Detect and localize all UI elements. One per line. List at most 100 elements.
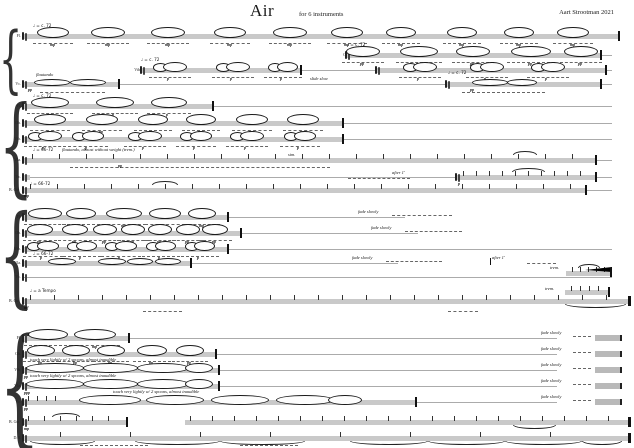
dynamic-mark: p — [167, 76, 169, 81]
rhythm-tick — [588, 267, 589, 272]
clef-mark — [22, 382, 24, 390]
staff-line — [600, 84, 612, 85]
composer-credit: Aart Strootman 2021 — [559, 9, 614, 16]
staff-label: D.B. — [13, 435, 21, 440]
note-oval — [93, 224, 117, 235]
dynamic-dash — [142, 256, 180, 257]
dynamic-mark: p — [158, 255, 160, 260]
dynamic-dash — [24, 146, 66, 147]
note-oval — [277, 62, 298, 72]
staff-label: Fl. — [16, 335, 21, 340]
rhythm-tick — [30, 295, 31, 300]
clef-mark — [22, 135, 24, 143]
dashed-extender — [392, 215, 452, 216]
tempo-marking: ♩ = a Tempo — [30, 288, 56, 293]
staff-band — [22, 34, 618, 39]
staff-label: Vib. — [14, 136, 21, 141]
performance-annotation: trem. — [550, 265, 560, 270]
note-oval — [82, 379, 138, 389]
note-oval — [186, 114, 216, 125]
staff-line — [118, 84, 445, 85]
dynamic-dash — [82, 130, 122, 131]
note-oval — [27, 224, 53, 235]
note-oval — [34, 114, 66, 125]
slur-arc — [513, 425, 556, 429]
note-oval — [413, 62, 437, 72]
rhythm-tick — [554, 171, 555, 176]
tempo-marking: ♩ = c. 72 — [141, 57, 160, 62]
staff-line — [600, 55, 612, 56]
rhythm-tick — [60, 416, 61, 421]
rhythm-tick — [76, 416, 77, 421]
staff-band — [22, 188, 585, 193]
rhythm-tick — [327, 184, 328, 189]
piece-title: Air — [250, 1, 275, 20]
staff-line — [227, 249, 612, 250]
dynamic-dash — [560, 62, 602, 63]
dynamic-mark: mp — [459, 42, 465, 47]
dashed-extender — [573, 352, 591, 353]
performance-annotation: after 1' — [392, 170, 405, 175]
dynamic-mark: p — [79, 255, 81, 260]
note-oval — [27, 345, 55, 356]
rhythm-tick — [598, 286, 599, 291]
rhythm-tick — [542, 416, 543, 421]
rhythm-tick — [545, 154, 546, 159]
dynamic-mark: mp — [516, 42, 522, 47]
rhythm-tick — [256, 416, 257, 421]
dynamic-mark: pp — [28, 87, 32, 92]
barline — [215, 349, 217, 359]
dynamic-dash — [269, 43, 311, 44]
dynamic-dash — [466, 77, 508, 78]
tempo-marking: ♩ = c. 72 — [33, 23, 52, 28]
rhythm-tick — [30, 184, 31, 189]
tempo-marking: ♩ = c. 72 — [347, 42, 366, 47]
crescendo-wedge — [585, 267, 612, 272]
clef-mark — [22, 119, 24, 127]
rhythm-tick — [463, 171, 464, 176]
staff-band — [22, 420, 126, 425]
clef-mark — [22, 273, 24, 281]
rhythm-tick — [570, 184, 571, 189]
dynamic-mark: mp — [24, 426, 30, 431]
rhythm-tick — [344, 416, 345, 421]
dynamic-dash — [124, 146, 166, 147]
rhythm-tick — [486, 295, 487, 300]
rhythm-tick — [322, 416, 323, 421]
performance-annotation: fade slowly — [541, 394, 562, 399]
rhythm-tick — [300, 184, 301, 189]
dashed-extender — [240, 445, 298, 446]
staff-label: B. Gtr — [9, 187, 19, 192]
clef-mark — [455, 173, 457, 181]
note-oval — [86, 114, 118, 125]
rhythm-tick — [342, 295, 343, 300]
note-oval — [276, 395, 334, 405]
rhythm-tick — [437, 154, 438, 159]
dynamic-mark: mp — [165, 42, 171, 47]
rhythm-tick — [84, 184, 85, 189]
rhythm-tick — [582, 295, 583, 300]
barline — [218, 381, 220, 391]
note-oval — [185, 363, 213, 373]
dynamic-mark: pp — [528, 61, 532, 66]
rhythm-tick — [165, 184, 166, 189]
dynamic-mark: pp — [360, 61, 364, 66]
rhythm-tick — [580, 286, 581, 291]
dynamic-mark: p — [244, 145, 246, 150]
staff-line — [415, 402, 557, 403]
barline — [490, 258, 491, 265]
staff-line — [22, 277, 612, 278]
barline — [628, 417, 631, 427]
note-oval — [148, 224, 172, 235]
note-oval — [564, 46, 598, 57]
dynamic-mark: p — [197, 255, 199, 260]
note-oval — [189, 131, 212, 141]
staff-line — [585, 190, 612, 191]
note-oval — [185, 379, 213, 389]
rhythm-tick — [102, 295, 103, 300]
staff-label: Fl. — [16, 33, 21, 38]
dashed-extender — [386, 261, 442, 262]
performance-annotation: after 1' — [492, 255, 505, 260]
dynamic-dash — [172, 240, 204, 241]
note-oval — [507, 79, 537, 86]
